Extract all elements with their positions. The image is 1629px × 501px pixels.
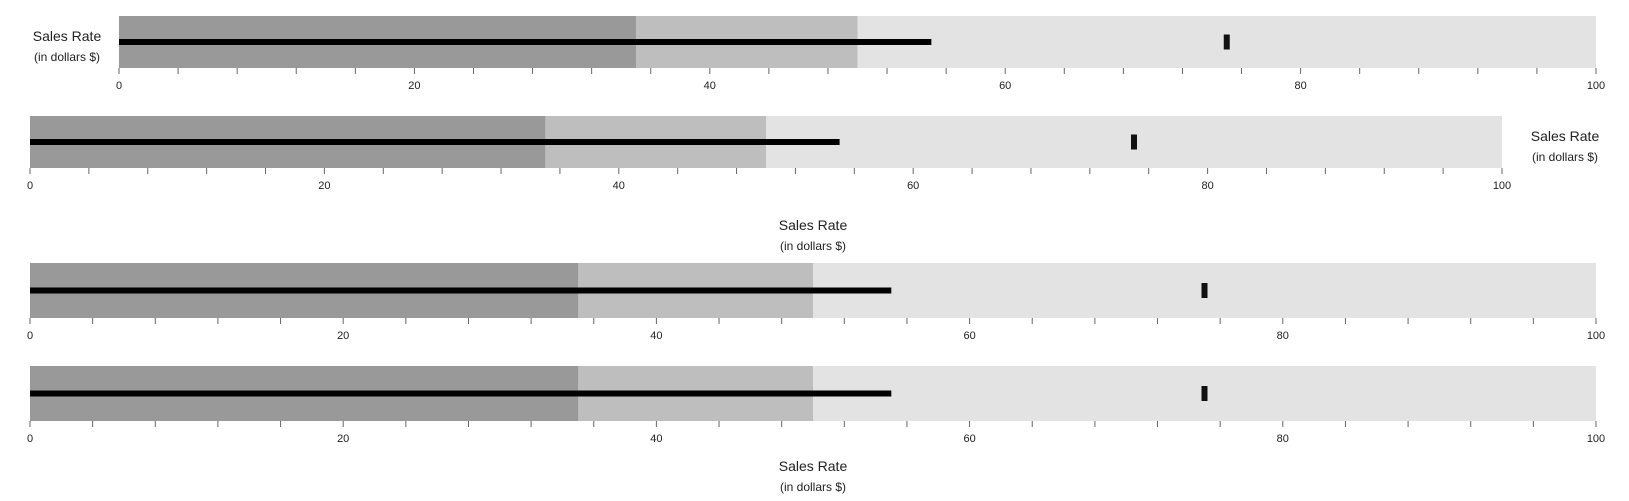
- tick-label: 0: [116, 80, 122, 92]
- tick-label: 60: [963, 330, 975, 342]
- chart-title: Sales Rate: [779, 458, 848, 474]
- chart-title: Sales Rate: [779, 217, 848, 233]
- tick-label: 60: [907, 180, 919, 192]
- tick-label: 40: [650, 433, 662, 445]
- tick-label: 20: [318, 180, 330, 192]
- bullet-chart-1: 0 20 40 60 80 100 Sales Rate (in dollars $): [33, 16, 1605, 92]
- tick-label: 80: [1277, 330, 1289, 342]
- chart-title: Sales Rate: [1531, 128, 1600, 144]
- tick-label: 100: [1587, 330, 1605, 342]
- chart-subtitle: (in dollars $): [780, 480, 846, 494]
- tick-label: 80: [1277, 433, 1289, 445]
- tick-label: 100: [1493, 180, 1511, 192]
- bullet-chart-3: 0 20 40 60 80 100 Sales Rate (in dollars $): [27, 217, 1605, 342]
- measure-bar: [119, 39, 932, 45]
- tick-label: 80: [1201, 180, 1213, 192]
- tick-label: 100: [1587, 433, 1605, 445]
- tick-label: 80: [1294, 80, 1306, 92]
- tick-label: 0: [27, 180, 33, 192]
- tick-label: 60: [963, 433, 975, 445]
- measure-bar: [30, 287, 892, 294]
- tick-label: 20: [337, 330, 349, 342]
- target-marker: [1223, 34, 1230, 50]
- bullet-chart-4: 0 20 40 60 80 100 Sales Rate (in dollars $): [27, 366, 1605, 494]
- tick-label: 0: [27, 330, 33, 342]
- target-marker: [1201, 386, 1208, 401]
- chart-subtitle: (in dollars $): [34, 50, 100, 64]
- tick-label: 20: [337, 433, 349, 445]
- tick-label: 20: [408, 80, 420, 92]
- measure-bar: [30, 390, 892, 397]
- target-marker: [1201, 283, 1208, 298]
- bullet-chart-2: 0 20 40 60 80 100 Sales Rate (in dollars $): [27, 116, 1600, 192]
- measure-bar: [30, 139, 840, 145]
- tick-label: 40: [613, 180, 625, 192]
- chart-title: Sales Rate: [33, 28, 102, 44]
- tick-label: 40: [704, 80, 716, 92]
- target-marker: [1131, 134, 1137, 150]
- tick-label: 60: [999, 80, 1011, 92]
- tick-label: 0: [27, 433, 33, 445]
- tick-label: 40: [650, 330, 662, 342]
- chart-subtitle: (in dollars $): [780, 239, 846, 253]
- tick-label: 100: [1587, 80, 1605, 92]
- chart-subtitle: (in dollars $): [1532, 150, 1598, 164]
